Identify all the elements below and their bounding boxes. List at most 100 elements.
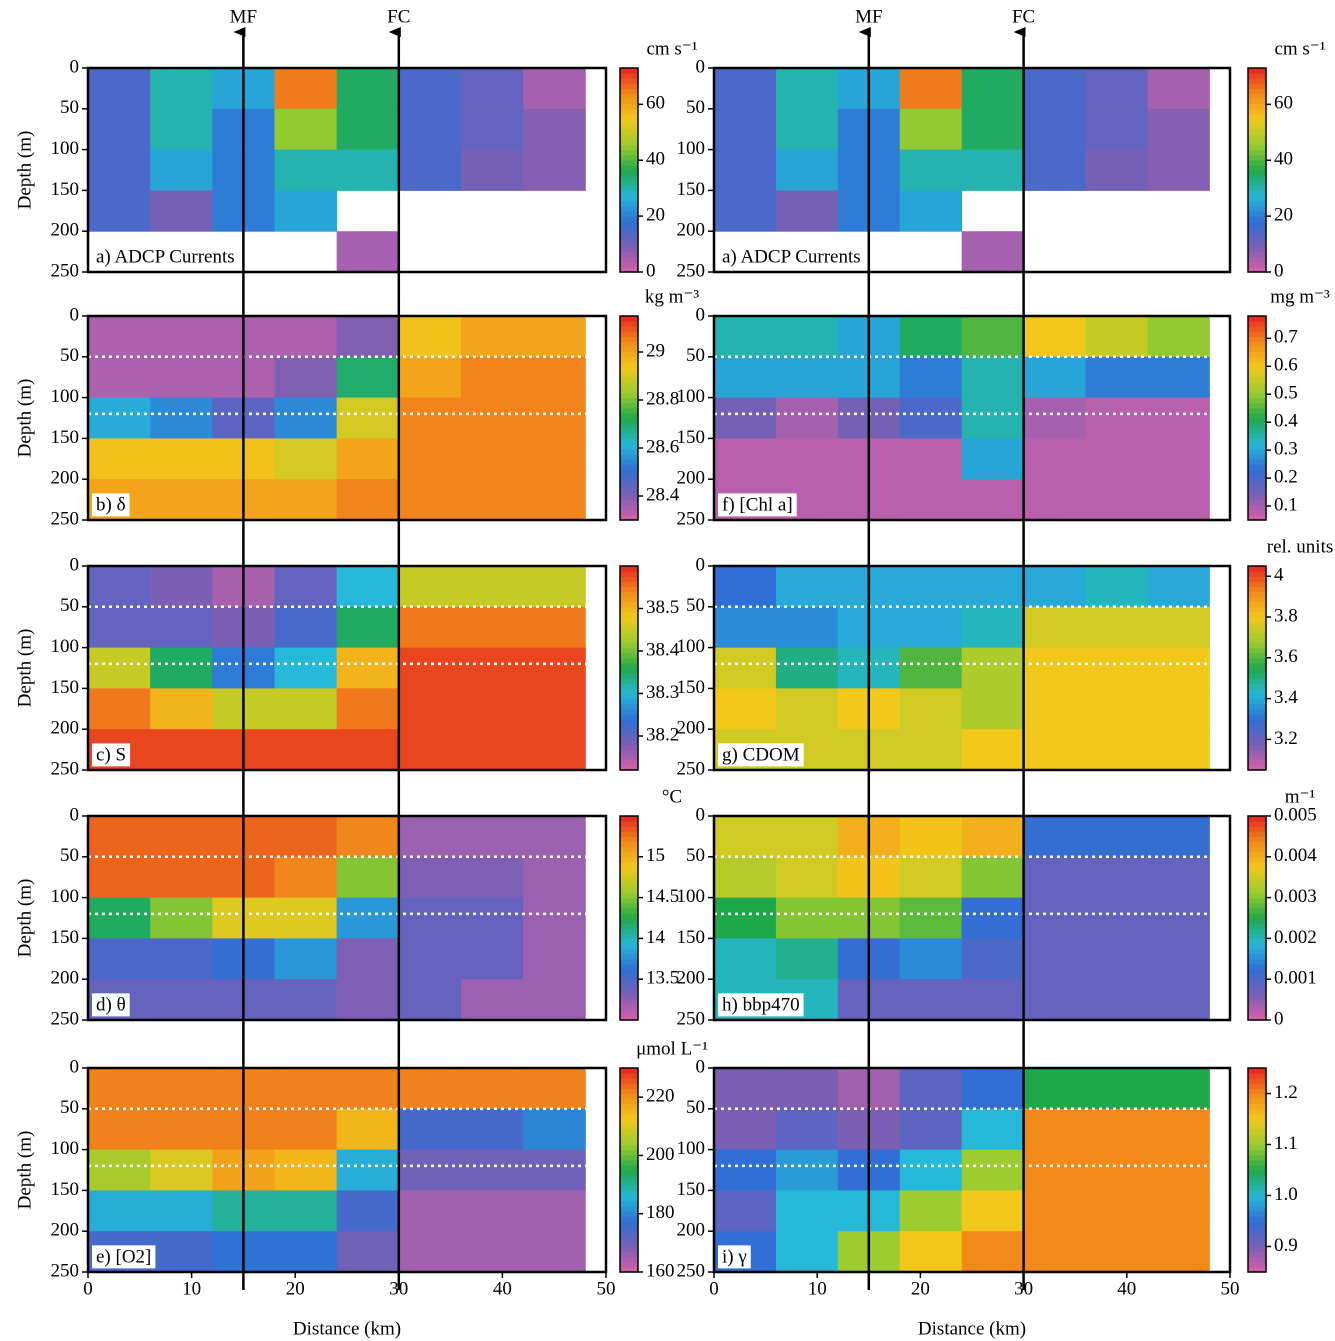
- colorbar-step: [1248, 918, 1266, 924]
- field-cell: [274, 68, 338, 110]
- plot-frame: [712, 66, 1232, 274]
- field-cell: [775, 566, 839, 608]
- field-cell: [398, 149, 462, 191]
- colorbar-step: [1248, 251, 1266, 258]
- field-cell: [398, 816, 462, 858]
- colorbar-step: [620, 129, 638, 135]
- y-tick-label: 200: [677, 468, 706, 489]
- x-tick-label: 0: [83, 1278, 93, 1299]
- field-cell: [1085, 1231, 1148, 1273]
- field-cell: [1023, 897, 1087, 939]
- field-cell: [523, 108, 586, 151]
- field-cell: [336, 688, 400, 730]
- colorbar-step: [1248, 724, 1266, 730]
- colorbar-tick-label: 28.6: [646, 436, 679, 457]
- field-cell: [398, 566, 462, 608]
- marker-label: MF: [230, 6, 257, 27]
- colorbar-step: [620, 724, 638, 730]
- colorbar-step: [620, 591, 638, 598]
- y-tick-label: 50: [686, 595, 705, 616]
- colorbar-step: [620, 1139, 638, 1146]
- field-cell: [1085, 606, 1148, 649]
- colorbar-step: [620, 678, 638, 684]
- field-cell: [899, 356, 963, 399]
- colorbar-step: [620, 1103, 638, 1110]
- colorbar-step: [1248, 261, 1266, 268]
- colorbar-step: [1248, 861, 1266, 868]
- colorbar-tick-label: 28.4: [646, 484, 680, 505]
- colorbar-step: [620, 662, 638, 669]
- colorbar-step: [620, 744, 638, 751]
- field-cell: [460, 566, 524, 608]
- colorbar-step: [620, 693, 638, 700]
- field-cell: [88, 356, 151, 399]
- field-cell: [150, 979, 213, 1021]
- colorbar-step: [1248, 346, 1266, 353]
- colorbar-tick-label: 180: [646, 1202, 675, 1223]
- colorbar-tick-label: 4: [1274, 565, 1284, 586]
- colorbar-step: [620, 387, 638, 394]
- field-cell: [961, 1190, 1025, 1232]
- field-cell: [899, 856, 963, 899]
- field-cell: [274, 1190, 338, 1232]
- field-cell: [460, 149, 524, 191]
- field-cell: [150, 356, 213, 399]
- colorbar-step: [620, 346, 638, 353]
- colorbar-step: [620, 236, 638, 242]
- colorbar-step: [620, 1083, 638, 1089]
- field-cell: [714, 688, 777, 730]
- colorbar-step: [1248, 134, 1266, 140]
- colorbar-label: kg m⁻³: [645, 286, 700, 307]
- colorbar-step: [1248, 372, 1266, 378]
- colorbar-step: [1248, 759, 1266, 766]
- colorbar-step: [1248, 1170, 1266, 1176]
- marker-label: FC: [387, 6, 410, 27]
- colorbar-tick-label: 0.5: [1274, 383, 1298, 404]
- colorbar-step: [620, 668, 638, 674]
- colorbar-step: [620, 1190, 638, 1197]
- colorbar-step: [1248, 979, 1266, 985]
- field-cell: [336, 397, 400, 439]
- colorbar-step: [1248, 170, 1266, 176]
- field-cell: [899, 108, 963, 151]
- colorbar-step: [620, 576, 638, 582]
- colorbar-step: [620, 601, 638, 608]
- colorbar-step: [620, 867, 638, 873]
- colorbar-step: [620, 428, 638, 434]
- field-cell: [1147, 606, 1210, 649]
- colorbar-step: [620, 124, 638, 130]
- field-cell: [88, 108, 151, 151]
- colorbar-step: [1248, 647, 1266, 654]
- field-cell: [88, 438, 151, 480]
- colorbar-step: [620, 581, 638, 587]
- field-cell: [899, 816, 963, 858]
- colorbar-step: [620, 918, 638, 924]
- field-cell: [88, 316, 151, 358]
- colorbar-step: [1248, 387, 1266, 394]
- field-cell: [460, 397, 524, 439]
- field-cell: [398, 856, 462, 899]
- field-cell: [899, 1149, 963, 1191]
- colorbar-tick-label: 60: [1274, 93, 1293, 114]
- colorbar-step: [1248, 78, 1266, 84]
- colorbar-step: [1248, 764, 1266, 771]
- colorbar-step: [1248, 448, 1266, 455]
- colorbar-step: [1248, 698, 1266, 705]
- x-tick-label: 40: [1117, 1278, 1136, 1299]
- colorbar-tick-label: 0: [646, 260, 656, 281]
- colorbar-step: [620, 469, 638, 475]
- field-cell: [150, 108, 213, 151]
- colorbar-step: [620, 256, 638, 263]
- colorbar-frame: [1247, 565, 1267, 771]
- colorbar-step: [1248, 1256, 1266, 1263]
- field-cell: [460, 1231, 524, 1273]
- colorbar-step: [1248, 438, 1266, 445]
- colorbar-step: [620, 200, 638, 207]
- field-cell: [336, 897, 400, 939]
- colorbar-step: [620, 953, 638, 960]
- y-tick-label: 200: [677, 1220, 706, 1241]
- field-cell: [88, 149, 151, 191]
- field-cell: [961, 316, 1025, 358]
- field-cell: [1147, 316, 1210, 358]
- field-cell: [1023, 816, 1087, 858]
